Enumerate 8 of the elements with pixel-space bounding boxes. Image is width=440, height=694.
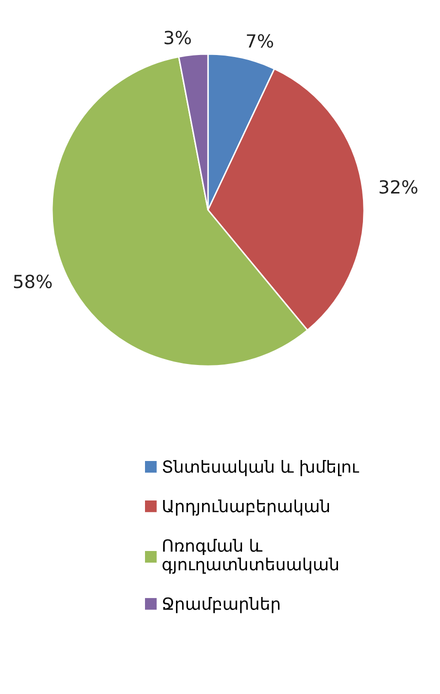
legend-label: Ջրամբարներ — [163, 597, 280, 614]
legend-label: Տնտեսական և խմելու — [162, 460, 360, 476]
legend-label: Արդյունաբերական — [163, 499, 329, 516]
data-label: 3% — [164, 30, 191, 44]
data-label: 7% — [246, 34, 274, 48]
legend-label: Ոռոգման և գյուղատնտեսական — [162, 538, 338, 574]
data-label: 32% — [380, 180, 418, 194]
data-label: 58% — [14, 274, 52, 288]
